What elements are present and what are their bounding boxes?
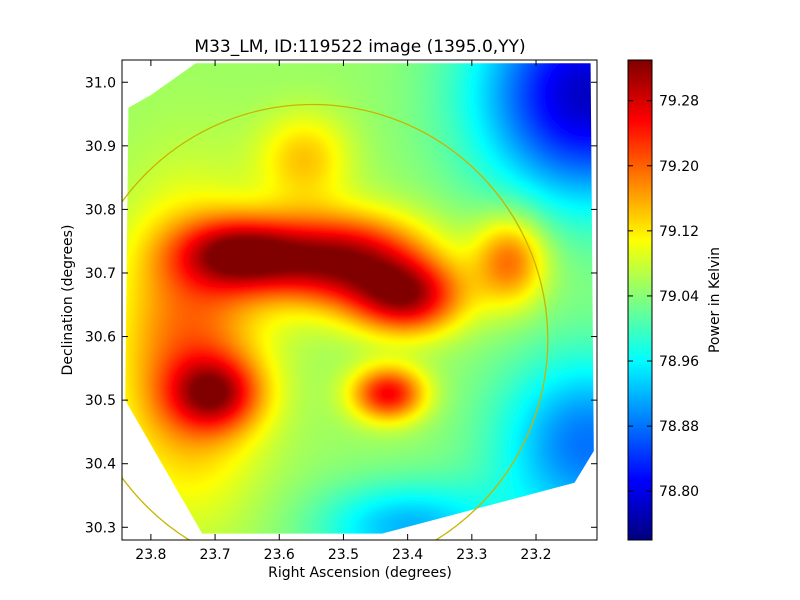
- y-tick-label: 30.8: [85, 202, 116, 218]
- y-tick-label: 30.5: [85, 393, 116, 409]
- colorbar-gradient: [628, 60, 652, 540]
- plot-area: [122, 63, 594, 540]
- heatmap-image: [125, 63, 594, 534]
- y-axis-label: Declination (degrees): [60, 225, 76, 376]
- x-tick-label: 23.5: [328, 547, 359, 563]
- colorbar-ticks: 79.28 79.20 79.12 79.04 78.96 78.88 78.80: [628, 94, 699, 500]
- x-tick-label: 23.4: [392, 547, 423, 563]
- y-tick-label: 30.3: [85, 520, 116, 536]
- y-tick-label: 30.4: [85, 457, 116, 473]
- y-tick-label: 30.9: [85, 139, 116, 155]
- x-tick-label: 23.3: [456, 547, 487, 563]
- x-axis-label: Right Ascension (degrees): [268, 565, 452, 581]
- colorbar-tick-label: 79.20: [659, 159, 699, 175]
- beam-circle: [122, 103, 549, 540]
- x-tick-label: 23.7: [199, 547, 230, 563]
- colorbar: 79.28 79.20 79.12 79.04 78.96 78.88 78.80 Powe…: [627, 59, 723, 541]
- colorbar-tick-label: 78.80: [659, 484, 699, 500]
- x-tick-label: 23.2: [520, 547, 551, 563]
- y-tick-label: 30.7: [85, 266, 116, 282]
- plot-frame: [121, 59, 598, 541]
- x-tick-label: 23.6: [264, 547, 295, 563]
- colorbar-tick-label: 78.96: [659, 354, 699, 370]
- chart-title: M33_LM, ID:119522 image (1395.0,YY): [194, 37, 525, 57]
- colorbar-frame: [627, 59, 653, 541]
- y-axis: 31.0 30.9 30.8 30.7 30.6 30.5 30.4 30.3: [85, 75, 597, 536]
- colorbar-tick-label: 78.88: [659, 419, 699, 435]
- colorbar-tick-label: 79.28: [659, 94, 699, 110]
- y-tick-label: 30.6: [85, 330, 116, 346]
- colorbar-tick-label: 79.12: [659, 224, 699, 240]
- colorbar-label: Power in Kelvin: [707, 247, 723, 353]
- y-tick-label: 31.0: [85, 75, 116, 91]
- x-tick-label: 23.8: [135, 547, 166, 563]
- x-axis: 23.8 23.7 23.6 23.5 23.4 23.3 23.2: [135, 60, 552, 563]
- colorbar-tick-label: 79.04: [659, 289, 699, 305]
